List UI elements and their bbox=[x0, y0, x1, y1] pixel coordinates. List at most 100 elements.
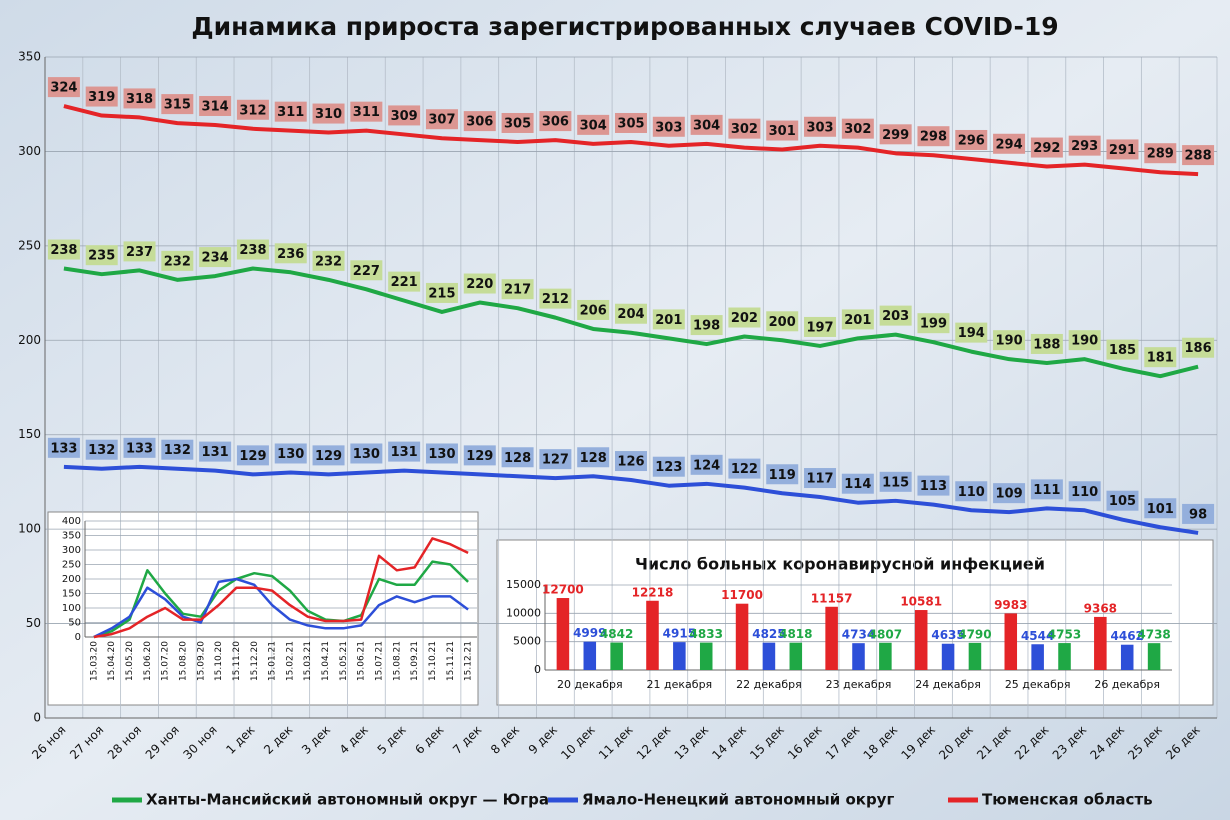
data-label-box bbox=[425, 282, 458, 303]
data-label-box bbox=[615, 451, 647, 472]
inset-panel bbox=[47, 511, 479, 706]
data-label: 200 bbox=[769, 315, 796, 330]
data-label: 188 bbox=[1033, 337, 1060, 352]
y-tick-label: 150 bbox=[62, 589, 81, 600]
series-line bbox=[63, 464, 1199, 535]
data-label-box bbox=[388, 271, 421, 292]
data-label-box bbox=[993, 483, 1026, 504]
x-tick-label: 15.06.20 bbox=[143, 641, 153, 681]
x-tick-label: 15.10.20 bbox=[214, 641, 224, 681]
x-tick-label: 15.01.21 bbox=[268, 641, 278, 681]
data-label-box bbox=[652, 309, 685, 330]
data-label: 128 bbox=[504, 451, 531, 466]
data-label: 186 bbox=[1185, 341, 1212, 356]
data-label: 4807 bbox=[869, 627, 902, 641]
data-label: 4462 bbox=[1111, 629, 1144, 643]
data-label: 4999 bbox=[573, 626, 606, 640]
data-label-box bbox=[123, 88, 156, 109]
x-tick-label: 22 декабря bbox=[736, 678, 802, 691]
data-label: 4825 bbox=[752, 627, 785, 641]
data-label: 4738 bbox=[1137, 628, 1170, 642]
data-label-box bbox=[85, 245, 118, 266]
data-label: 304 bbox=[693, 118, 720, 133]
data-label-box bbox=[766, 464, 799, 485]
data-label: 302 bbox=[731, 122, 758, 137]
x-tick-label: 15.10.21 bbox=[428, 641, 438, 681]
x-tick-label: 15.11.21 bbox=[446, 641, 456, 681]
y-tick-label: 10000 bbox=[506, 606, 541, 619]
data-label-box bbox=[1068, 330, 1101, 351]
data-label-box bbox=[312, 250, 345, 271]
data-label-box bbox=[236, 239, 269, 260]
data-label-box bbox=[236, 445, 269, 466]
data-label-box bbox=[955, 129, 988, 150]
y-tick-label: 200 bbox=[18, 333, 41, 347]
data-label-box bbox=[463, 273, 496, 294]
data-label: 312 bbox=[239, 103, 266, 118]
y-tick-label: 150 bbox=[18, 427, 41, 441]
data-label: 299 bbox=[882, 128, 909, 143]
y-tick-label: 5000 bbox=[513, 635, 541, 648]
data-label: 123 bbox=[655, 460, 682, 475]
data-label: 309 bbox=[391, 109, 418, 124]
data-label: 113 bbox=[920, 479, 947, 494]
data-label-box bbox=[728, 458, 761, 479]
bar bbox=[646, 600, 659, 670]
data-label: 110 bbox=[1071, 485, 1098, 500]
y-tick-label: 300 bbox=[62, 545, 81, 556]
data-label: 132 bbox=[164, 443, 191, 458]
x-tick-label: 15.04.21 bbox=[321, 641, 331, 681]
x-tick-label: 24 декабря bbox=[915, 678, 981, 691]
data-label: 98 bbox=[1189, 507, 1207, 522]
data-label-box bbox=[728, 307, 761, 328]
data-label: 4753 bbox=[1048, 628, 1081, 642]
data-label: 306 bbox=[466, 115, 493, 130]
data-label-box bbox=[312, 445, 345, 466]
data-label: 11700 bbox=[721, 588, 763, 602]
data-label-box bbox=[199, 247, 232, 268]
data-label: 304 bbox=[580, 118, 607, 133]
data-label-box bbox=[766, 120, 799, 141]
data-label: 133 bbox=[126, 441, 153, 456]
bar bbox=[1147, 643, 1161, 670]
data-label-box bbox=[728, 118, 761, 139]
data-label: 133 bbox=[50, 441, 77, 456]
data-label: 238 bbox=[50, 243, 77, 258]
inset-title: Число больных коронавирусной инфекцией bbox=[635, 555, 1045, 574]
x-tick-label: 15.06.21 bbox=[357, 641, 367, 681]
data-label-box bbox=[841, 118, 874, 139]
y-tick-label: 0 bbox=[33, 711, 41, 725]
data-label: 130 bbox=[277, 447, 304, 462]
data-label-box bbox=[1144, 143, 1177, 164]
data-label: 4734 bbox=[842, 628, 875, 642]
y-tick-label: 100 bbox=[62, 603, 81, 614]
series-line bbox=[93, 560, 469, 639]
inset-panel bbox=[496, 539, 1214, 706]
data-label-box bbox=[47, 77, 80, 98]
data-label: 201 bbox=[655, 313, 682, 328]
data-label: 237 bbox=[126, 245, 153, 260]
data-label: 306 bbox=[542, 115, 569, 130]
series-line bbox=[63, 266, 1199, 379]
x-tick-label: 15.03.21 bbox=[303, 641, 313, 681]
legend-label: Ханты-Мансийский автономный округ — Югра bbox=[146, 791, 549, 809]
y-tick-label: 250 bbox=[18, 238, 41, 252]
data-label: 302 bbox=[844, 122, 871, 137]
x-tick-label: 15.08.21 bbox=[392, 641, 402, 681]
data-label-box bbox=[690, 114, 723, 135]
data-label: 236 bbox=[277, 247, 304, 262]
data-label: 124 bbox=[693, 458, 720, 473]
data-label-box bbox=[577, 114, 610, 135]
data-label: 122 bbox=[731, 462, 758, 477]
data-label-box bbox=[539, 449, 572, 470]
series-line bbox=[93, 577, 469, 639]
x-tick-label: 15.08.20 bbox=[179, 641, 189, 681]
data-label: 119 bbox=[769, 468, 796, 483]
bar bbox=[879, 642, 892, 670]
data-label: 4818 bbox=[779, 627, 812, 641]
y-tick-label: 250 bbox=[62, 560, 81, 571]
data-label-box bbox=[766, 311, 799, 332]
y-tick-label: 50 bbox=[68, 618, 81, 629]
data-label-box bbox=[274, 101, 307, 122]
data-label: 324 bbox=[50, 81, 77, 96]
